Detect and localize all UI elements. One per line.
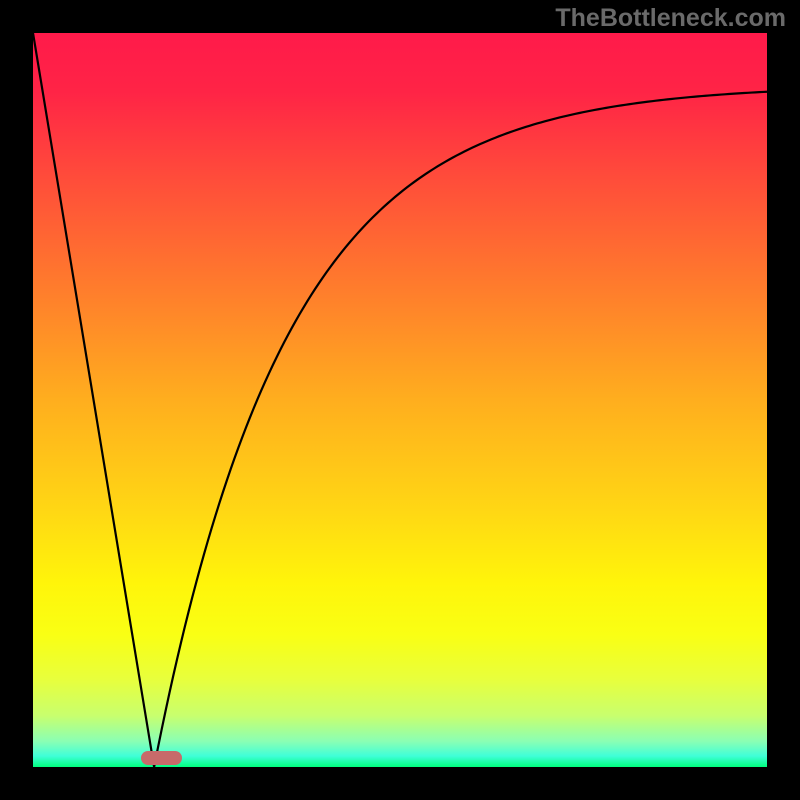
bottleneck-curve	[33, 33, 767, 767]
plot-area	[33, 33, 767, 767]
chart-container: { "attribution": { "text": "TheBottlenec…	[0, 0, 800, 800]
attribution-label: TheBottleneck.com	[555, 4, 786, 33]
optimal-marker	[141, 751, 181, 765]
